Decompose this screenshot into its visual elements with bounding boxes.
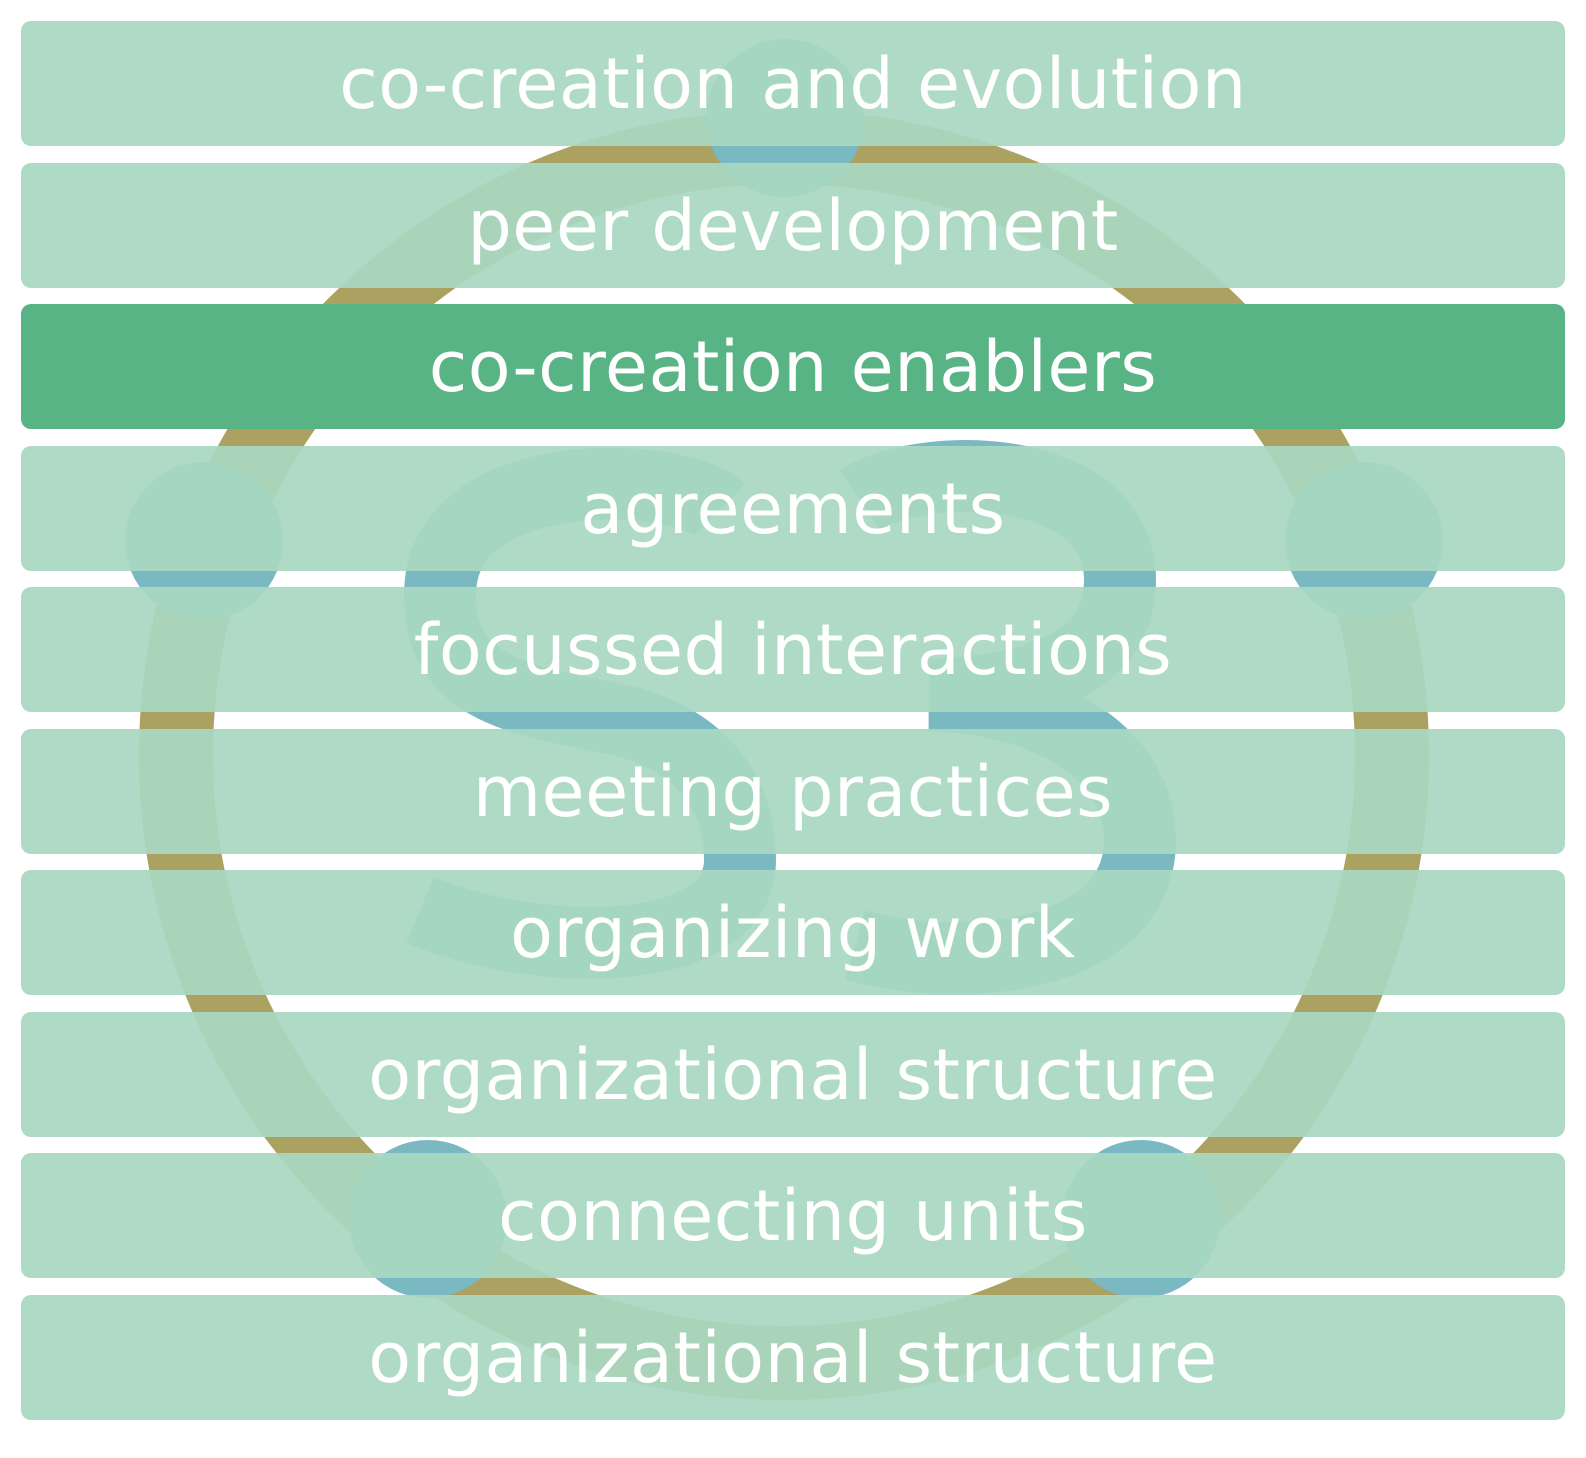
layer-band-label: organizational structure xyxy=(368,1316,1218,1399)
layer-band: co-creation enablers xyxy=(21,304,1565,429)
layer-band: organizational structure xyxy=(21,1012,1565,1137)
layer-band: agreements xyxy=(21,446,1565,571)
layer-band: connecting units xyxy=(21,1153,1565,1278)
layer-band: meeting practices xyxy=(21,729,1565,854)
layer-band-label: peer development xyxy=(467,184,1119,267)
layer-band-label: co-creation enablers xyxy=(428,325,1158,408)
layer-band-label: organizational structure xyxy=(368,1033,1218,1116)
layer-band-label: focussed interactions xyxy=(413,608,1173,691)
layer-band-label: connecting units xyxy=(498,1174,1088,1257)
layer-band: organizing work xyxy=(21,870,1565,995)
layer-band: peer development xyxy=(21,163,1565,288)
layer-band: focussed interactions xyxy=(21,587,1565,712)
layer-band: organizational structure xyxy=(21,1295,1565,1420)
layer-band-label: co-creation and evolution xyxy=(339,42,1247,125)
layer-band: co-creation and evolution xyxy=(21,21,1565,146)
layer-band-label: agreements xyxy=(580,467,1006,550)
layer-band-label: organizing work xyxy=(510,891,1076,974)
layer-band-label: meeting practices xyxy=(472,750,1114,833)
